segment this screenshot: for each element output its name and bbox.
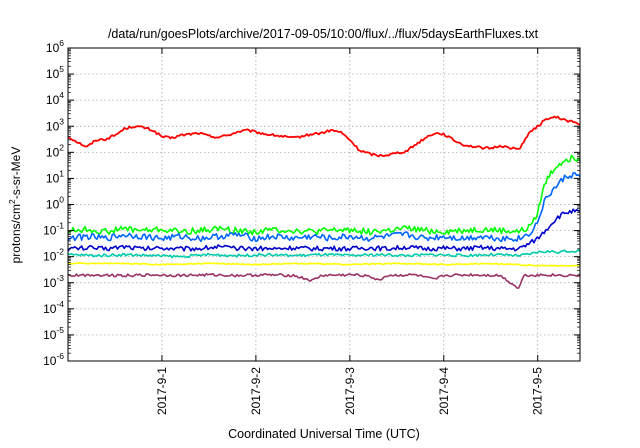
x-axis: 2017-9-1 2017-9-2 2017-9-3 2017-9-4 2017-9-5 (155, 48, 545, 415)
series-line-3 (67, 172, 581, 243)
chart-title: /data/run/goesPlots/archive/2017-09-05/1… (108, 27, 539, 41)
series-line-2 (67, 154, 581, 236)
y-tick-label: 102 (46, 142, 64, 159)
y-tick-label: 10-1 (43, 221, 64, 238)
y-tick-label: 101 (46, 168, 64, 185)
grid-lines (68, 48, 580, 361)
y-tick-label: 106 (46, 38, 64, 55)
y-tick-label: 105 (46, 64, 64, 81)
x-tick-label: 2017-9-1 (155, 367, 169, 415)
series-line-6 (67, 262, 581, 267)
series-line-5 (67, 249, 581, 259)
x-tick-label: 2017-9-2 (249, 367, 263, 415)
y-axis: 106 105 104 103 102 101 100 10-1 10-2 10-3 10-4 10-… (43, 38, 580, 368)
y-tick-label: 10-6 (43, 351, 64, 368)
y-tick-label: 100 (46, 195, 64, 212)
y-tick-label: 10-2 (43, 247, 64, 264)
y-tick-label: 104 (46, 90, 64, 107)
x-tick-label: 2017-9-3 (343, 367, 357, 415)
series-line-4 (67, 208, 580, 252)
series-line-7 (67, 272, 581, 289)
series-lines (67, 115, 581, 289)
y-tick-label: 10-4 (43, 299, 64, 316)
x-axis-label: Coordinated Universal Time (UTC) (228, 427, 420, 441)
y-tick-label: 103 (46, 116, 64, 133)
y-axis-label: protons/cm2-s-sr-MeV (7, 147, 23, 264)
y-tick-label: 10-5 (43, 325, 64, 342)
series-line-1 (67, 115, 581, 158)
y-tick-label: 10-3 (43, 273, 64, 290)
x-tick-label: 2017-9-5 (531, 367, 545, 415)
x-tick-label: 2017-9-4 (437, 367, 451, 415)
